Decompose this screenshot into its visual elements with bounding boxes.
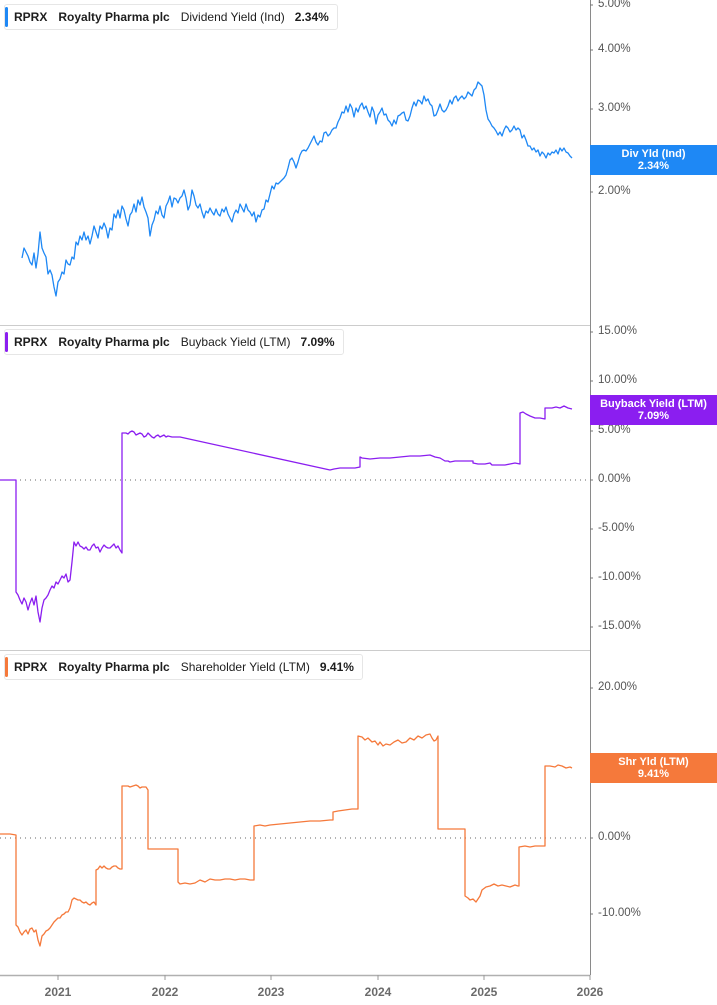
y-tick-label: 10.00%: [598, 374, 638, 386]
legend-shareholder-yield[interactable]: RPRX Royalty Pharma plc Shareholder Yiel…: [4, 654, 363, 680]
legend-metric: Buyback Yield (LTM): [180, 335, 291, 349]
legend-metric: Shareholder Yield (LTM): [180, 660, 310, 674]
legend-dividend-yield[interactable]: RPRX Royalty Pharma plc Dividend Yield (…: [4, 4, 338, 30]
shareholder-yield-line: [0, 733, 573, 947]
y-tick-label: 5.00%: [598, 424, 631, 436]
badge-value: 2.34%: [637, 160, 670, 172]
buyback-yield-line: [0, 405, 573, 623]
legend-ticker: RPRX: [14, 660, 48, 674]
y-tick-label: -5.00%: [598, 522, 635, 534]
badge-label: Shr Yld (LTM): [618, 756, 689, 768]
legend-company: Royalty Pharma plc: [58, 660, 170, 674]
badge-value: 7.09%: [637, 410, 670, 422]
series-color-marker: [5, 7, 8, 27]
y-tick-label: 15.00%: [598, 325, 638, 337]
series-color-marker: [5, 657, 8, 677]
badge-label: Div Yld (Ind): [621, 148, 686, 160]
x-axis-ticks: [57, 975, 591, 980]
y-tick-label: 3.00%: [598, 102, 631, 114]
x-tick-label: 2021: [44, 985, 72, 999]
y-tick-label: 0.00%: [598, 473, 631, 485]
y-tick-label: -15.00%: [598, 620, 641, 632]
shareholder-yield-value-badge: Shr Yld (LTM) 9.41%: [590, 753, 717, 783]
legend-metric: Dividend Yield (Ind): [180, 10, 285, 24]
x-tick-label: 2023: [257, 985, 285, 999]
legend-value: 7.09%: [300, 335, 335, 349]
legend-buyback-yield[interactable]: RPRX Royalty Pharma plc Buyback Yield (L…: [4, 329, 344, 355]
x-tick-label: 2024: [364, 985, 392, 999]
legend-value: 2.34%: [294, 10, 329, 24]
y-tick-label: -10.00%: [598, 907, 641, 919]
dividend-yield-line: [21, 81, 573, 297]
badge-label: Buyback Yield (LTM): [600, 398, 707, 410]
series-color-marker: [5, 332, 8, 352]
y-tick-label: 4.00%: [598, 43, 631, 55]
x-tick-label: 2025: [470, 985, 498, 999]
legend-company: Royalty Pharma plc: [58, 335, 170, 349]
legend-company: Royalty Pharma plc: [58, 10, 170, 24]
y-tick-label: 0.00%: [598, 831, 631, 843]
y-tick-label: -10.00%: [598, 571, 641, 583]
legend-value: 9.41%: [319, 660, 354, 674]
x-tick-label: 2022: [151, 985, 179, 999]
y-tick-label: 5.00%: [598, 0, 631, 10]
dividend-yield-value-badge: Div Yld (Ind) 2.34%: [590, 145, 717, 175]
legend-ticker: RPRX: [14, 335, 48, 349]
x-tick-label: 2026: [576, 985, 604, 999]
badge-value: 9.41%: [637, 768, 670, 780]
legend-ticker: RPRX: [14, 10, 48, 24]
y-tick-label: 20.00%: [598, 681, 638, 693]
y-tick-label: 2.00%: [598, 185, 631, 197]
buyback-yield-value-badge: Buyback Yield (LTM) 7.09%: [590, 395, 717, 425]
